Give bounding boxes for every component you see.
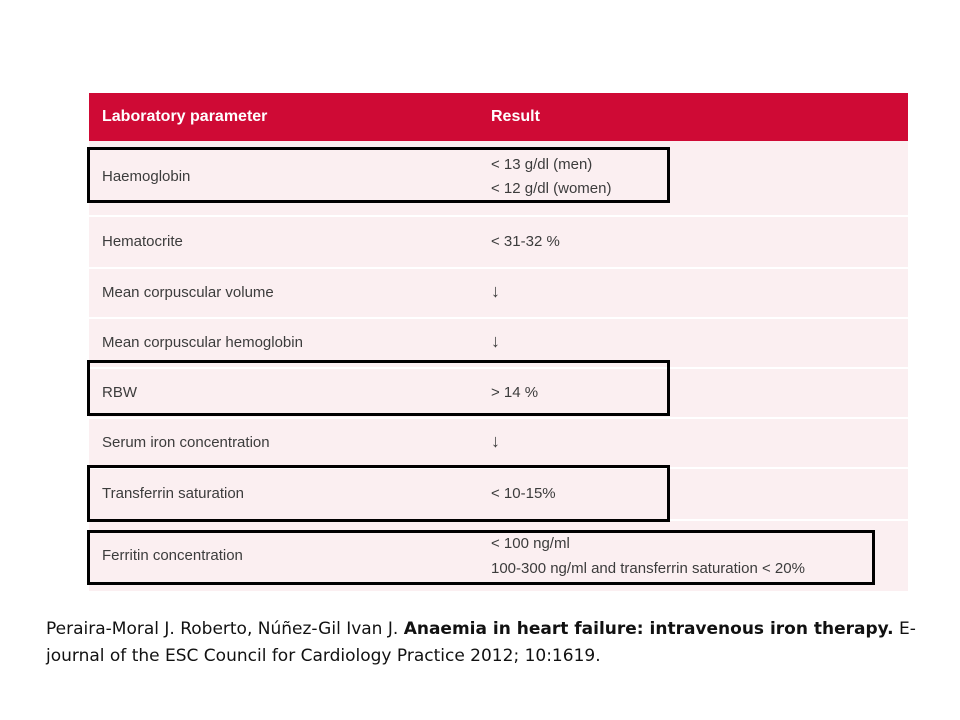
- highlight-box-ferritin: [87, 530, 875, 585]
- down-arrow-icon: ↓: [491, 331, 500, 351]
- citation-authors: Peraira-Moral J. Roberto, Núñez-Gil Ivan…: [46, 619, 404, 639]
- table-header-row: Laboratory parameter Result: [89, 93, 908, 141]
- result-cell: < 100 ng/ml: [491, 535, 570, 552]
- result-cell: 100-300 ng/ml and transferrin saturation…: [491, 560, 805, 577]
- result-cell: < 10-15%: [491, 485, 556, 502]
- down-arrow-icon: ↓: [491, 431, 500, 451]
- parameter-cell: Haemoglobin: [102, 168, 191, 185]
- table-row: Mean corpuscular volume ↓: [89, 269, 908, 319]
- citation-title: Anaemia in heart failure: intravenous ir…: [403, 619, 894, 639]
- citation: Peraira-Moral J. Roberto, Núñez-Gil Ivan…: [46, 616, 926, 670]
- result-cell: < 12 g/dl (women): [491, 180, 612, 197]
- table-row: Ferritin concentration < 100 ng/ml 100-3…: [89, 521, 908, 591]
- down-arrow-icon: ↓: [491, 281, 500, 301]
- table-row: Haemoglobin < 13 g/dl (men) < 12 g/dl (w…: [89, 141, 908, 217]
- table-row: Hematocrite < 31-32 %: [89, 217, 908, 269]
- parameter-cell: Ferritin concentration: [102, 547, 243, 564]
- result-cell: < 31-32 %: [491, 233, 560, 250]
- highlight-box-rbw: [87, 360, 670, 416]
- parameter-cell: Mean corpuscular hemoglobin: [102, 334, 303, 351]
- parameter-cell: Hematocrite: [102, 233, 183, 250]
- parameter-cell: RBW: [102, 384, 137, 401]
- citation-source: E-journal of the ESC Council for Cardiol…: [46, 619, 916, 666]
- lab-parameter-table: Laboratory parameter Result Haemoglobin …: [89, 93, 908, 591]
- result-cell: < 13 g/dl (men): [491, 156, 593, 173]
- parameter-cell: Transferrin saturation: [102, 485, 245, 502]
- highlight-box-haemoglobin: [87, 147, 670, 203]
- parameter-cell: Mean corpuscular volume: [102, 284, 274, 301]
- header-result: Result: [491, 108, 540, 125]
- highlight-box-transferrin: [87, 465, 670, 522]
- parameter-cell: Serum iron concentration: [102, 434, 270, 451]
- table-row: RBW > 14 %: [89, 369, 908, 419]
- table-row: Serum iron concentration ↓: [89, 419, 908, 469]
- result-cell: > 14 %: [491, 384, 539, 401]
- header-parameter: Laboratory parameter: [102, 108, 268, 125]
- table-row: Mean corpuscular hemoglobin ↓: [89, 319, 908, 369]
